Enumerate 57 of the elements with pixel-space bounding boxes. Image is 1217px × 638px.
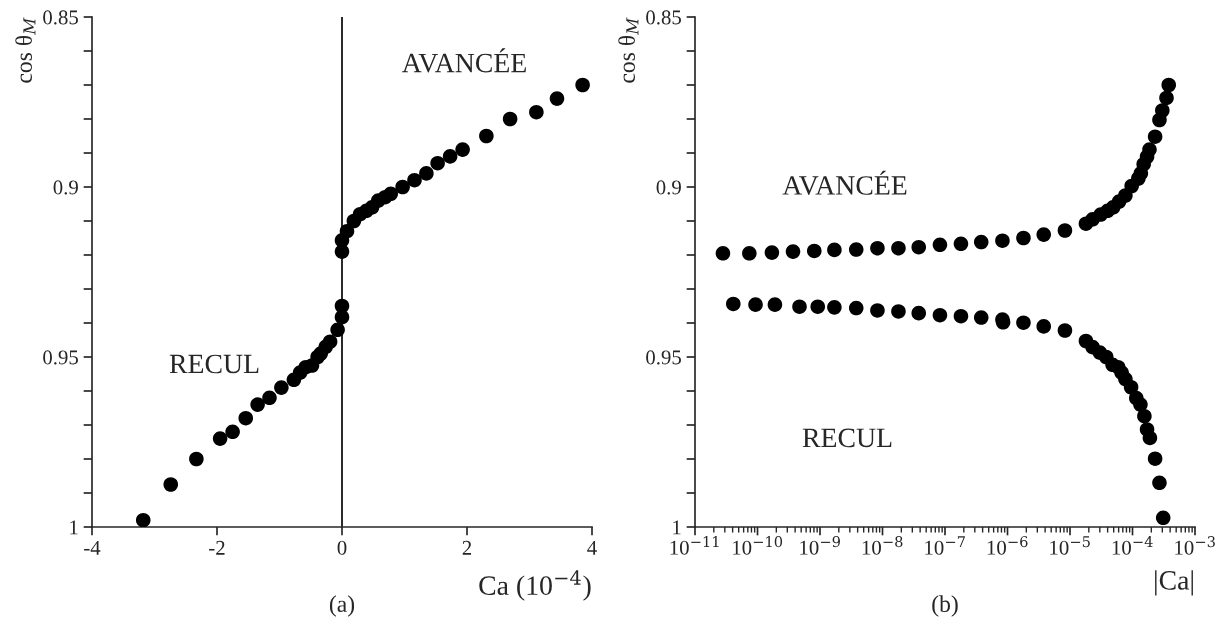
y-tick-label: 0.95 — [646, 350, 681, 365]
point — [250, 397, 265, 412]
x-tick-label: 4 — [587, 540, 597, 555]
point — [502, 111, 518, 127]
x-tick-label: 10$^{−11}$ — [670, 536, 719, 555]
annotation: RECUL — [169, 354, 259, 374]
x-tick-label: 10$^{−9}$ — [800, 536, 840, 555]
point — [455, 142, 470, 157]
x-axis-title: Ca (10$^{−4}$) — [479, 570, 591, 601]
x-tick-label: 10$^{−6}$ — [987, 536, 1028, 555]
point — [479, 128, 494, 144]
point — [286, 372, 302, 388]
annotation: AVANCÉE — [402, 48, 526, 73]
point — [529, 104, 544, 120]
point — [575, 77, 590, 93]
point — [407, 172, 422, 188]
x-tick-label: 10$^{−3}$ — [1175, 536, 1215, 555]
point — [163, 477, 179, 492]
y-tick-label: 0.85 — [43, 10, 78, 25]
x-tick-label: 2 — [462, 540, 472, 555]
x-tick-label: -2 — [209, 540, 225, 555]
y-axis-title: cos θ$_{M}$ — [618, 17, 639, 83]
point — [189, 451, 204, 467]
annotation: AVANCÉE — [782, 170, 907, 195]
point — [419, 166, 434, 181]
x-tick-label: 10$^{−5}$ — [1050, 536, 1090, 555]
x-tick-label: 10$^{−8}$ — [862, 536, 903, 555]
point — [238, 410, 254, 426]
x-tick-label: 0 — [337, 540, 347, 555]
y-tick-label: 1 — [70, 520, 78, 535]
point — [212, 431, 228, 446]
y-axis-title: cos θ$_{M}$ — [15, 17, 36, 83]
point — [395, 179, 410, 195]
point — [334, 309, 350, 325]
point — [383, 186, 399, 202]
point — [442, 149, 458, 164]
point — [549, 91, 565, 106]
annotation: RECUL — [802, 428, 892, 448]
point — [262, 390, 277, 406]
y-tick-label: 1 — [673, 520, 681, 535]
y-tick-label: 0.9 — [53, 180, 78, 195]
point — [339, 223, 355, 239]
point — [274, 380, 289, 395]
y-tick-label: 0.85 — [646, 10, 681, 25]
y-tick-label: 0.95 — [43, 350, 78, 365]
point — [225, 424, 240, 440]
x-tick-label: 10$^{−7}$ — [925, 536, 965, 555]
x-axis-title: |Ca| — [1155, 570, 1193, 596]
text: (b) — [932, 595, 958, 617]
point — [430, 155, 445, 171]
x-tick-label: 10$^{−4}$ — [1112, 536, 1153, 555]
text: (a) — [329, 595, 355, 617]
point — [135, 512, 151, 527]
x-tick-label: 10$^{−10}$ — [733, 536, 783, 555]
y-tick-label: 0.9 — [656, 180, 681, 195]
point — [330, 322, 345, 338]
x-tick-label: -4 — [84, 540, 101, 555]
